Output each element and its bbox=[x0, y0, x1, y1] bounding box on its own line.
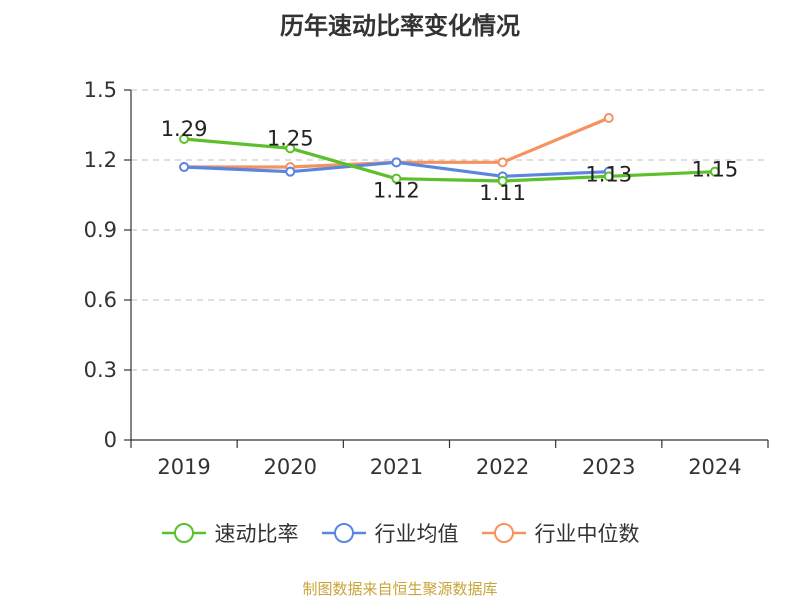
data-point bbox=[709, 166, 720, 177]
y-tick-label: 1.2 bbox=[84, 148, 117, 172]
series-line bbox=[182, 137, 717, 183]
legend-label: 行业均值 bbox=[374, 522, 459, 546]
y-tick-label: 0.9 bbox=[84, 218, 117, 242]
data-label: 1.12 bbox=[373, 179, 420, 203]
x-tick-label: 2019 bbox=[157, 455, 210, 479]
data-point bbox=[391, 157, 402, 168]
y-tick-label: 0.6 bbox=[84, 288, 117, 312]
data-point bbox=[603, 113, 614, 123]
data-label: 1.29 bbox=[161, 117, 208, 141]
data-label: 1.25 bbox=[267, 126, 314, 150]
y-tick-label: 1.5 bbox=[84, 78, 117, 102]
legend-circle bbox=[173, 523, 194, 543]
data-point bbox=[603, 171, 614, 182]
data-point bbox=[497, 157, 508, 168]
data-point bbox=[391, 173, 402, 184]
data-label: 1.15 bbox=[692, 158, 739, 182]
series-layer bbox=[179, 113, 720, 186]
x-tick-label: 2022 bbox=[476, 455, 529, 479]
data-point bbox=[285, 166, 296, 177]
grid-lines bbox=[131, 89, 768, 371]
legend-label: 速动比率 bbox=[214, 522, 299, 546]
legend-item[interactable]: 行业中位数 bbox=[481, 518, 640, 548]
data-labels: 1.29 1.25 1.12 1.11 1.13 1.15 bbox=[161, 117, 739, 205]
source-note: 制图数据来自恒生聚源数据库 bbox=[302, 580, 498, 598]
data-point bbox=[179, 134, 190, 144]
data-label: 1.13 bbox=[585, 162, 632, 186]
legend-marker-icon bbox=[321, 523, 366, 543]
x-tick-label: 2023 bbox=[582, 455, 635, 479]
legend-circle bbox=[493, 523, 514, 543]
legend-item[interactable]: 行业均值 bbox=[321, 518, 459, 548]
legend-circle bbox=[333, 523, 354, 543]
x-tick-label: 2024 bbox=[688, 455, 741, 479]
legend-marker-icon bbox=[161, 523, 206, 543]
y-tick-label: 0 bbox=[104, 428, 117, 452]
data-label: 1.11 bbox=[479, 181, 526, 205]
data-point bbox=[497, 176, 508, 186]
legend-marker-icon bbox=[481, 523, 526, 543]
axes: 0 0.3 0.6 0.9 1.2 1.5 2019 2020 2021 2022 2023 2024 bbox=[84, 78, 769, 479]
data-point bbox=[285, 143, 296, 154]
x-tick-label: 2020 bbox=[264, 455, 317, 479]
y-tick-label: 0.3 bbox=[84, 358, 117, 382]
chart-title: 历年速动比率变化情况 bbox=[280, 12, 520, 40]
legend-item[interactable]: 速动比率 bbox=[161, 518, 299, 548]
x-tick-label: 2021 bbox=[370, 455, 423, 479]
legend-label: 行业中位数 bbox=[534, 522, 640, 546]
legend: 速动比率 行业均值 行业中位数 bbox=[0, 518, 800, 548]
data-point bbox=[179, 162, 190, 172]
